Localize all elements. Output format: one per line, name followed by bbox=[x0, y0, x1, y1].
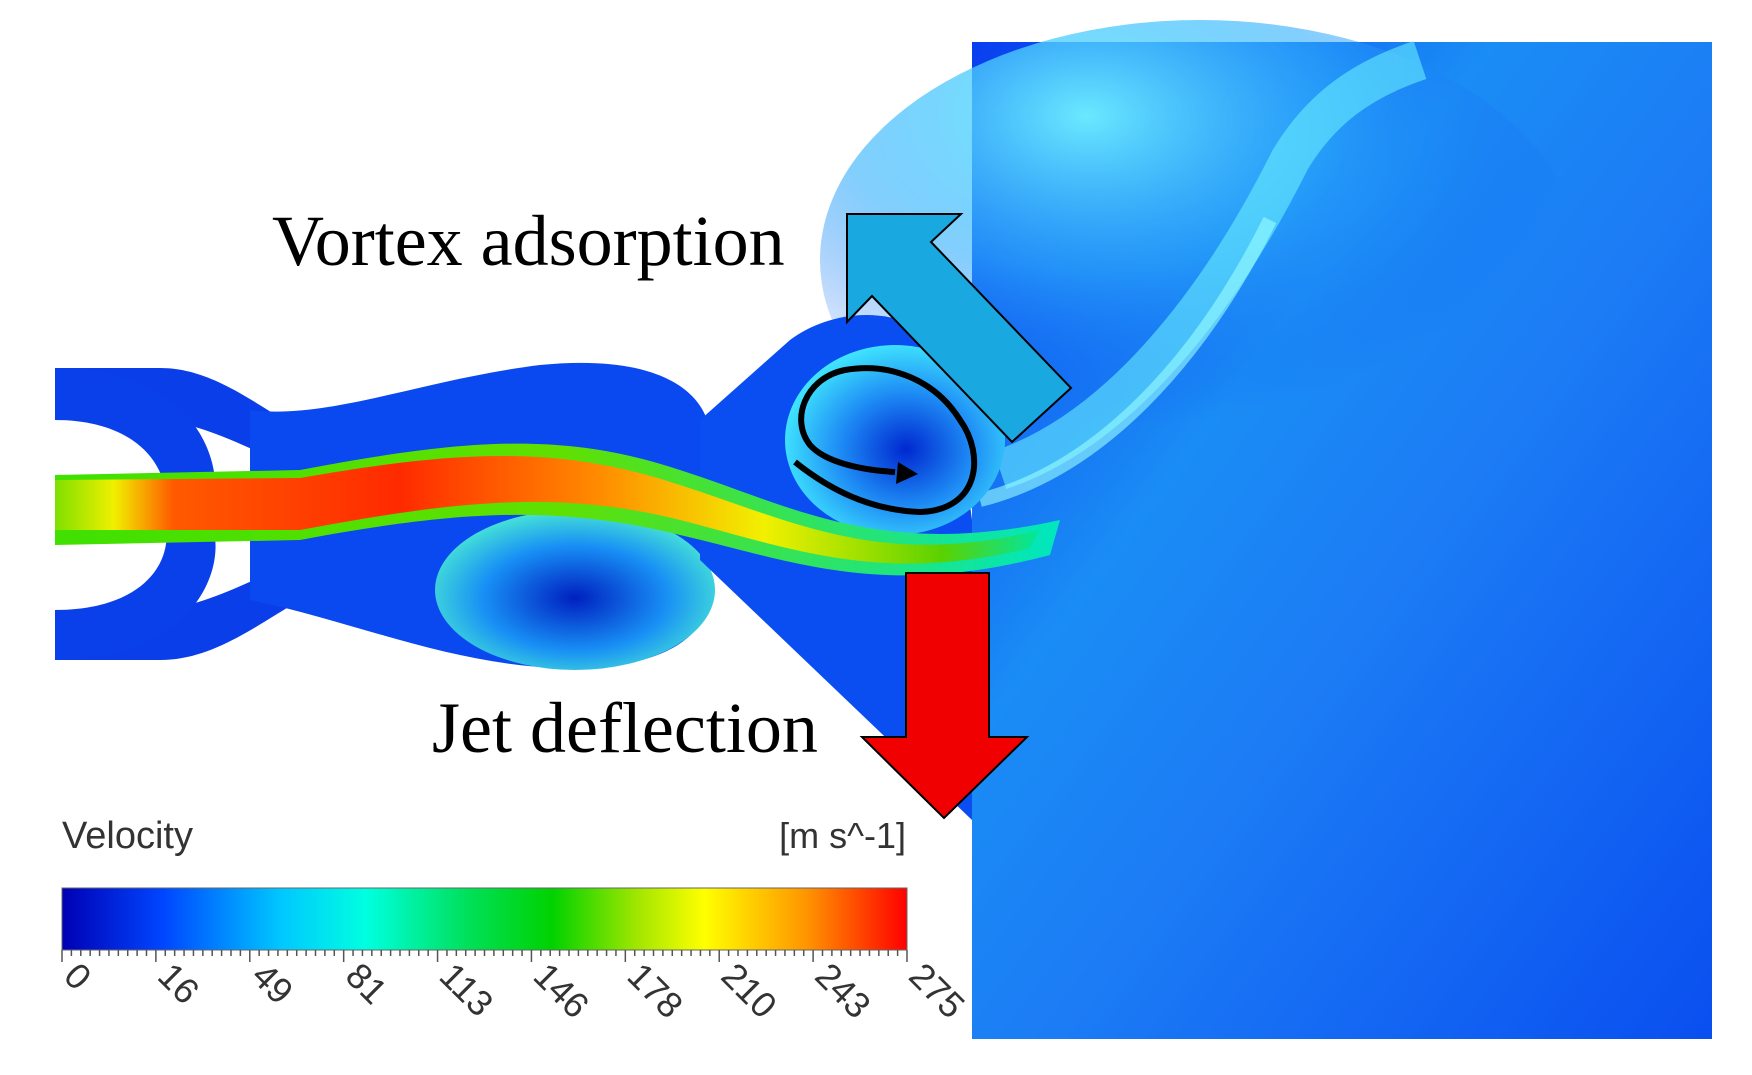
colorbar-tick-label: 178 bbox=[620, 955, 691, 1026]
legend-unit: [m s^-1] bbox=[779, 815, 906, 856]
colorbar bbox=[61, 887, 908, 951]
oscillator-channel bbox=[55, 315, 1060, 820]
colorbar-tick-label: 81 bbox=[338, 955, 395, 1012]
colorbar-minor-ticks bbox=[61, 950, 908, 962]
vortex-adsorption-arrow bbox=[846, 213, 1073, 444]
colorbar-tick-label: 16 bbox=[150, 955, 207, 1012]
colorbar-tick-label: 113 bbox=[432, 955, 502, 1025]
jet-deflection-arrow bbox=[859, 572, 1030, 820]
colorbar-tick-labels: 0 16 49 81 113 146 178 210 243 275 bbox=[56, 955, 972, 1026]
vortex-circulation-marker bbox=[793, 365, 978, 516]
jet-deflection-label: Jet deflection bbox=[432, 688, 818, 768]
velocity-legend: Velocity [m s^-1] 0 16 49 81 113 146 178 210 243… bbox=[56, 815, 972, 1026]
colorbar-tick-label: 243 bbox=[807, 955, 878, 1026]
colorbar-tick-label: 275 bbox=[901, 955, 972, 1026]
colorbar-tick-label: 0 bbox=[56, 955, 99, 998]
colorbar-tick-label: 49 bbox=[244, 955, 301, 1012]
colorbar-tick-label: 146 bbox=[526, 955, 597, 1026]
legend-title: Velocity bbox=[62, 815, 193, 857]
vortex-adsorption-label: Vortex adsorption bbox=[272, 201, 785, 281]
colorbar-tick-label: 210 bbox=[714, 955, 785, 1026]
